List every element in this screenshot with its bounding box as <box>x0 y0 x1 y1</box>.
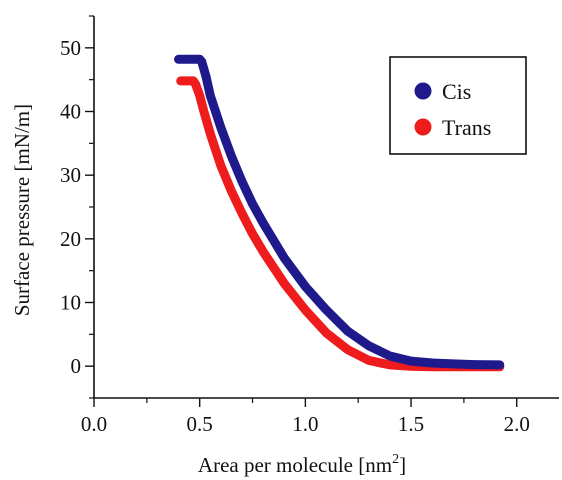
x-tick-label: 0.0 <box>81 412 107 436</box>
x-tick-label: 1.0 <box>292 412 318 436</box>
y-tick-label: 10 <box>60 291 81 315</box>
x-axis-label: Area per molecule [nm2] <box>198 452 406 477</box>
y-axis-label: Surface pressure [mN/m] <box>10 104 34 316</box>
y-tick-label: 50 <box>60 36 81 60</box>
legend-label-trans: Trans <box>442 115 491 140</box>
legend-box <box>389 56 527 155</box>
x-tick-label: 2.0 <box>504 412 530 436</box>
y-tick-label: 40 <box>60 100 81 124</box>
x-axis-label-end: ] <box>399 453 406 477</box>
axes: 0.0 0.5 1.0 1.5 2.0 0 10 20 30 40 50 <box>60 15 559 436</box>
legend: Cis Trans <box>389 56 527 155</box>
y-tick-label: 30 <box>60 163 81 187</box>
y-tick-label: 20 <box>60 227 81 251</box>
legend-marker-trans <box>414 118 432 136</box>
legend-label-cis: Cis <box>442 79 471 104</box>
x-axis-label-main: Area per molecule [nm <box>198 453 392 477</box>
legend-marker-cis <box>414 82 432 100</box>
x-tick-label: 1.5 <box>398 412 424 436</box>
y-tick-label: 0 <box>71 354 82 378</box>
axis-labels: Area per molecule [nm2] Surface pressure… <box>10 104 406 477</box>
plot-series <box>174 54 505 372</box>
x-axis-label-superscript: 2 <box>392 452 399 467</box>
x-tick-label: 0.5 <box>187 412 213 436</box>
series-line-cis <box>174 54 505 370</box>
